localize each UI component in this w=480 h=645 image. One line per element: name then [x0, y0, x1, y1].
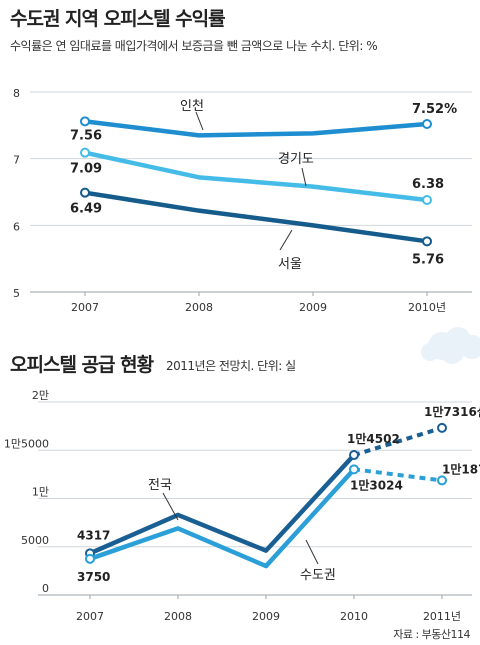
data-point — [422, 236, 432, 247]
data-point — [437, 422, 447, 433]
series-name-leader — [162, 492, 179, 521]
x-tick-label: 2010 — [340, 610, 368, 623]
data-label: 3750 — [77, 570, 110, 584]
chart-2-title: 오피스텔 공급 현황 — [10, 354, 154, 376]
series-name-leader — [195, 111, 204, 131]
data-label: 4317 — [77, 528, 110, 542]
y-tick-label: 1만5000 — [4, 437, 49, 450]
data-label: 7.09 — [70, 162, 102, 177]
data-point — [422, 119, 432, 129]
x-tick-label: 2007 — [71, 301, 99, 314]
data-label: 6.49 — [70, 202, 102, 217]
x-tick-label: 2009 — [252, 610, 280, 623]
data-label: 1만3024 — [350, 477, 403, 492]
data-label: 1만1873 — [442, 461, 480, 476]
y-tick-label: 7 — [13, 154, 20, 167]
data-point — [80, 116, 90, 127]
cloud-decoration-icon — [421, 327, 480, 364]
series-name-leader — [279, 229, 293, 251]
x-tick-label: 2008 — [185, 301, 213, 314]
series-name-label: 전국 — [148, 478, 172, 493]
series-line — [84, 190, 428, 244]
x-tick-label: 2008 — [164, 610, 192, 623]
series-forecast-line — [353, 467, 443, 483]
chart-1-title: 수도권 지역 오피스텔 수익률 — [10, 8, 226, 30]
source-note: 자료 : 부동산114 — [393, 628, 470, 641]
x-tick-label: 2010년 — [408, 301, 446, 314]
series-name-leader — [301, 167, 307, 187]
chart-2-note: 2011년은 전망치. 단위: 실 — [166, 359, 296, 373]
data-label: 5.76 — [412, 252, 444, 267]
series-name-label: 수도권 — [300, 568, 336, 583]
data-point — [437, 475, 447, 486]
data-label: 1만4502 — [347, 431, 400, 446]
data-point — [349, 464, 359, 475]
x-tick-label: 2007 — [76, 610, 104, 623]
data-label: 7.56 — [70, 128, 102, 143]
data-label: 6.38 — [412, 177, 444, 192]
series-line — [89, 467, 356, 569]
y-tick-label: 5000 — [21, 534, 49, 547]
y-tick-label: 5 — [13, 287, 20, 300]
data-point — [80, 187, 90, 198]
x-tick-label: 2011년 — [423, 610, 461, 623]
data-label: 7.52% — [412, 102, 457, 117]
chart-1-subtitle: 수익률은 연 임대료를 매입가격에서 보증금을 뺀 금액으로 나눈 수치. 단위… — [10, 39, 378, 53]
x-tick-label: 2009 — [299, 301, 327, 314]
data-point — [349, 450, 359, 461]
series-line — [84, 150, 428, 203]
y-tick-label: 1만 — [32, 486, 49, 499]
series-name-label: 서울 — [278, 257, 302, 272]
series-forecast-line — [353, 425, 443, 457]
data-point — [85, 553, 95, 564]
series-name-label: 인천 — [180, 99, 204, 114]
series-name-leader — [305, 539, 319, 565]
y-tick-label: 0 — [42, 582, 49, 595]
data-point — [80, 147, 90, 158]
series-line — [89, 453, 356, 556]
series-name-label: 경기도 — [278, 152, 314, 167]
series-line — [84, 119, 428, 138]
data-label: 1만7316실 — [424, 404, 480, 419]
y-tick-label: 2만 — [32, 389, 49, 402]
y-tick-label: 6 — [13, 220, 20, 233]
data-point — [422, 195, 432, 205]
y-tick-label: 8 — [13, 87, 20, 100]
